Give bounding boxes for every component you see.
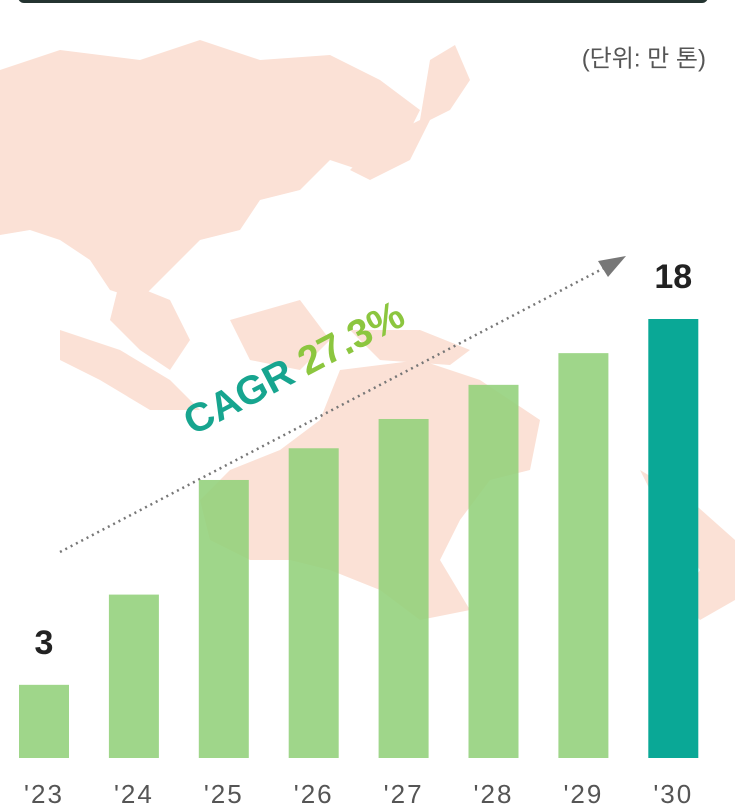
bar: [19, 684, 69, 758]
bar: [108, 594, 159, 758]
bar: [648, 319, 699, 758]
x-tick-label: '29: [563, 779, 603, 809]
x-tick-label: '24: [114, 779, 154, 809]
bar: [288, 448, 339, 758]
x-tick-label: '27: [384, 779, 424, 809]
bar: [468, 384, 519, 758]
bar: [378, 418, 429, 758]
x-tick-label: '25: [204, 779, 244, 809]
trend-arrow: [59, 265, 607, 554]
x-tick-label: '28: [474, 779, 514, 809]
x-tick-label: '23: [24, 779, 64, 809]
x-tick-label: '30: [653, 779, 693, 809]
unit-note: (단위: 만 톤): [582, 45, 706, 72]
cagr-label: CAGR: [176, 350, 301, 444]
trend-arrowhead: [598, 256, 626, 277]
bar: [558, 353, 609, 758]
value-label: 18: [654, 258, 692, 296]
value-label: 3: [35, 624, 54, 662]
bar: [198, 479, 249, 758]
x-tick-label: '26: [294, 779, 334, 809]
top-image-strip: [18, 0, 708, 3]
background-map: [0, 40, 735, 620]
